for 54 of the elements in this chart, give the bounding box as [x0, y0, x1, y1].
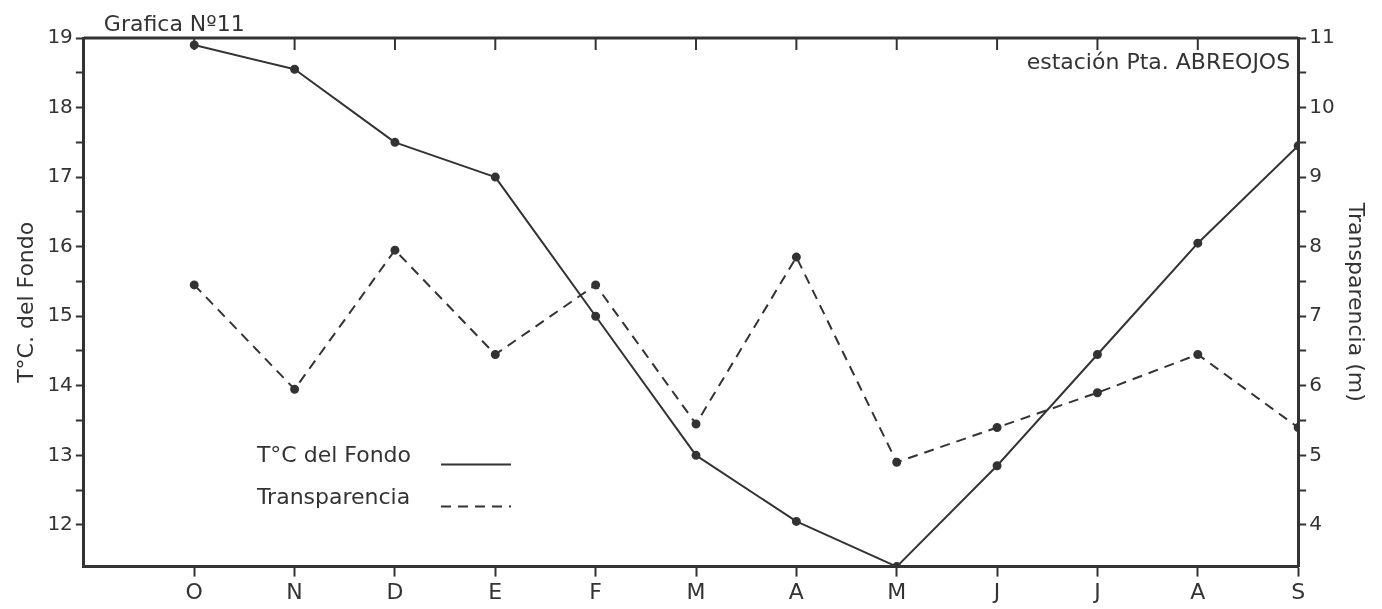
point [1092, 388, 1102, 398]
point [390, 245, 400, 255]
x-tick-label: A [788, 578, 804, 604]
y-tick-label: 14 [47, 371, 73, 396]
point [992, 461, 1002, 471]
point [591, 280, 601, 290]
y2-tick-label: 8 [1309, 232, 1322, 257]
x-tick-label: O [185, 578, 203, 604]
point [1193, 238, 1203, 248]
y2-tick-label: 4 [1309, 511, 1322, 536]
x-tick-label: E [488, 578, 503, 604]
point [1092, 349, 1102, 359]
y2-tick-label: 9 [1309, 163, 1322, 188]
chart-title: Grafica Nº11 [103, 10, 245, 36]
point [992, 423, 1002, 432]
y-tick-label: 17 [47, 163, 73, 188]
annotation: estación Pta. ABREOJOS [1026, 48, 1291, 74]
y2-tick-label: 6 [1309, 371, 1322, 396]
x-tick-label: M [686, 578, 706, 604]
x-tick-label: D [386, 578, 404, 604]
y2-tick-label: 7 [1309, 302, 1322, 327]
y-tick-label: 12 [47, 511, 73, 536]
x-tick-label: J [991, 578, 1001, 604]
x-tick-label: M [887, 578, 907, 604]
y-tick-label: 13 [47, 441, 73, 466]
point [892, 457, 902, 467]
x-tick-label: A [1190, 578, 1206, 604]
point [189, 280, 199, 290]
y2-tick-label: 11 [1309, 24, 1335, 49]
y-tick-label: 15 [47, 302, 73, 327]
y-tick-label: 19 [47, 24, 73, 49]
point [290, 64, 300, 74]
legend-label: Transparencia [255, 484, 411, 510]
point [290, 384, 300, 394]
y2-tick-label: 5 [1309, 441, 1322, 466]
x-tick-label: F [589, 578, 602, 604]
point [791, 252, 801, 262]
y2-tick-label: 10 [1309, 93, 1335, 118]
y-tick-label: 16 [47, 232, 73, 257]
point [691, 419, 701, 429]
x-tick-label: N [286, 578, 303, 604]
x-tick-label: J [1092, 578, 1101, 604]
point [591, 311, 601, 321]
legend-label: T°C del Fondo [255, 442, 412, 468]
y-axis-title: T°C. del Fondo [12, 221, 38, 384]
y2-axis-title: Transparencia (m) [1344, 201, 1370, 402]
x-tick-label: S [1291, 578, 1306, 604]
point [791, 516, 801, 526]
point [390, 137, 400, 147]
point [1193, 349, 1203, 359]
point [691, 450, 701, 460]
point [490, 172, 500, 182]
y-tick-label: 18 [47, 93, 73, 118]
point [490, 349, 500, 359]
